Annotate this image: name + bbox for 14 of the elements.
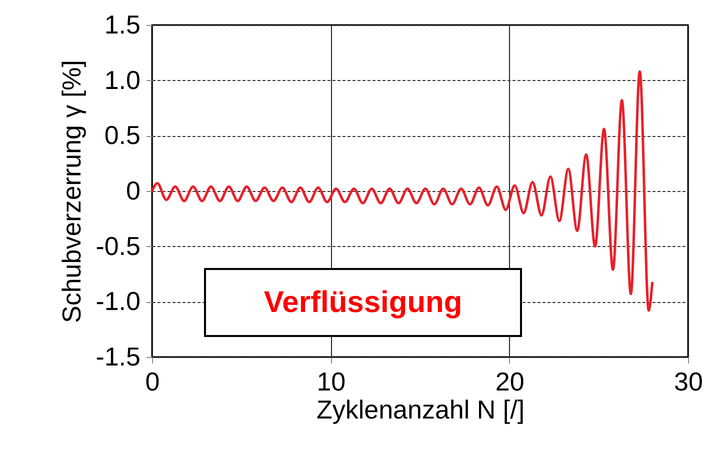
y-tick-label: 0 — [126, 176, 140, 206]
x-axis-title: Zyklenanzahl N [/] — [316, 394, 525, 424]
text-box: Verflüssigung — [204, 268, 522, 337]
x-tick-label: 30 — [674, 366, 703, 396]
y-tick-label: 0.5 — [104, 120, 140, 150]
y-tick-label: -1.5 — [96, 342, 140, 372]
x-tick-label: 0 — [145, 366, 160, 396]
y-tick-label: -1.0 — [96, 286, 140, 316]
y-tick-label: 1.5 — [104, 10, 140, 40]
y-tick-label: -0.5 — [96, 230, 140, 261]
y-tick-label: 1.0 — [104, 64, 140, 95]
x-tick-label: 20 — [495, 366, 524, 396]
x-tick-label: 10 — [316, 366, 346, 396]
y-axis-title: Schubverzerrung γ [%] — [56, 60, 87, 324]
